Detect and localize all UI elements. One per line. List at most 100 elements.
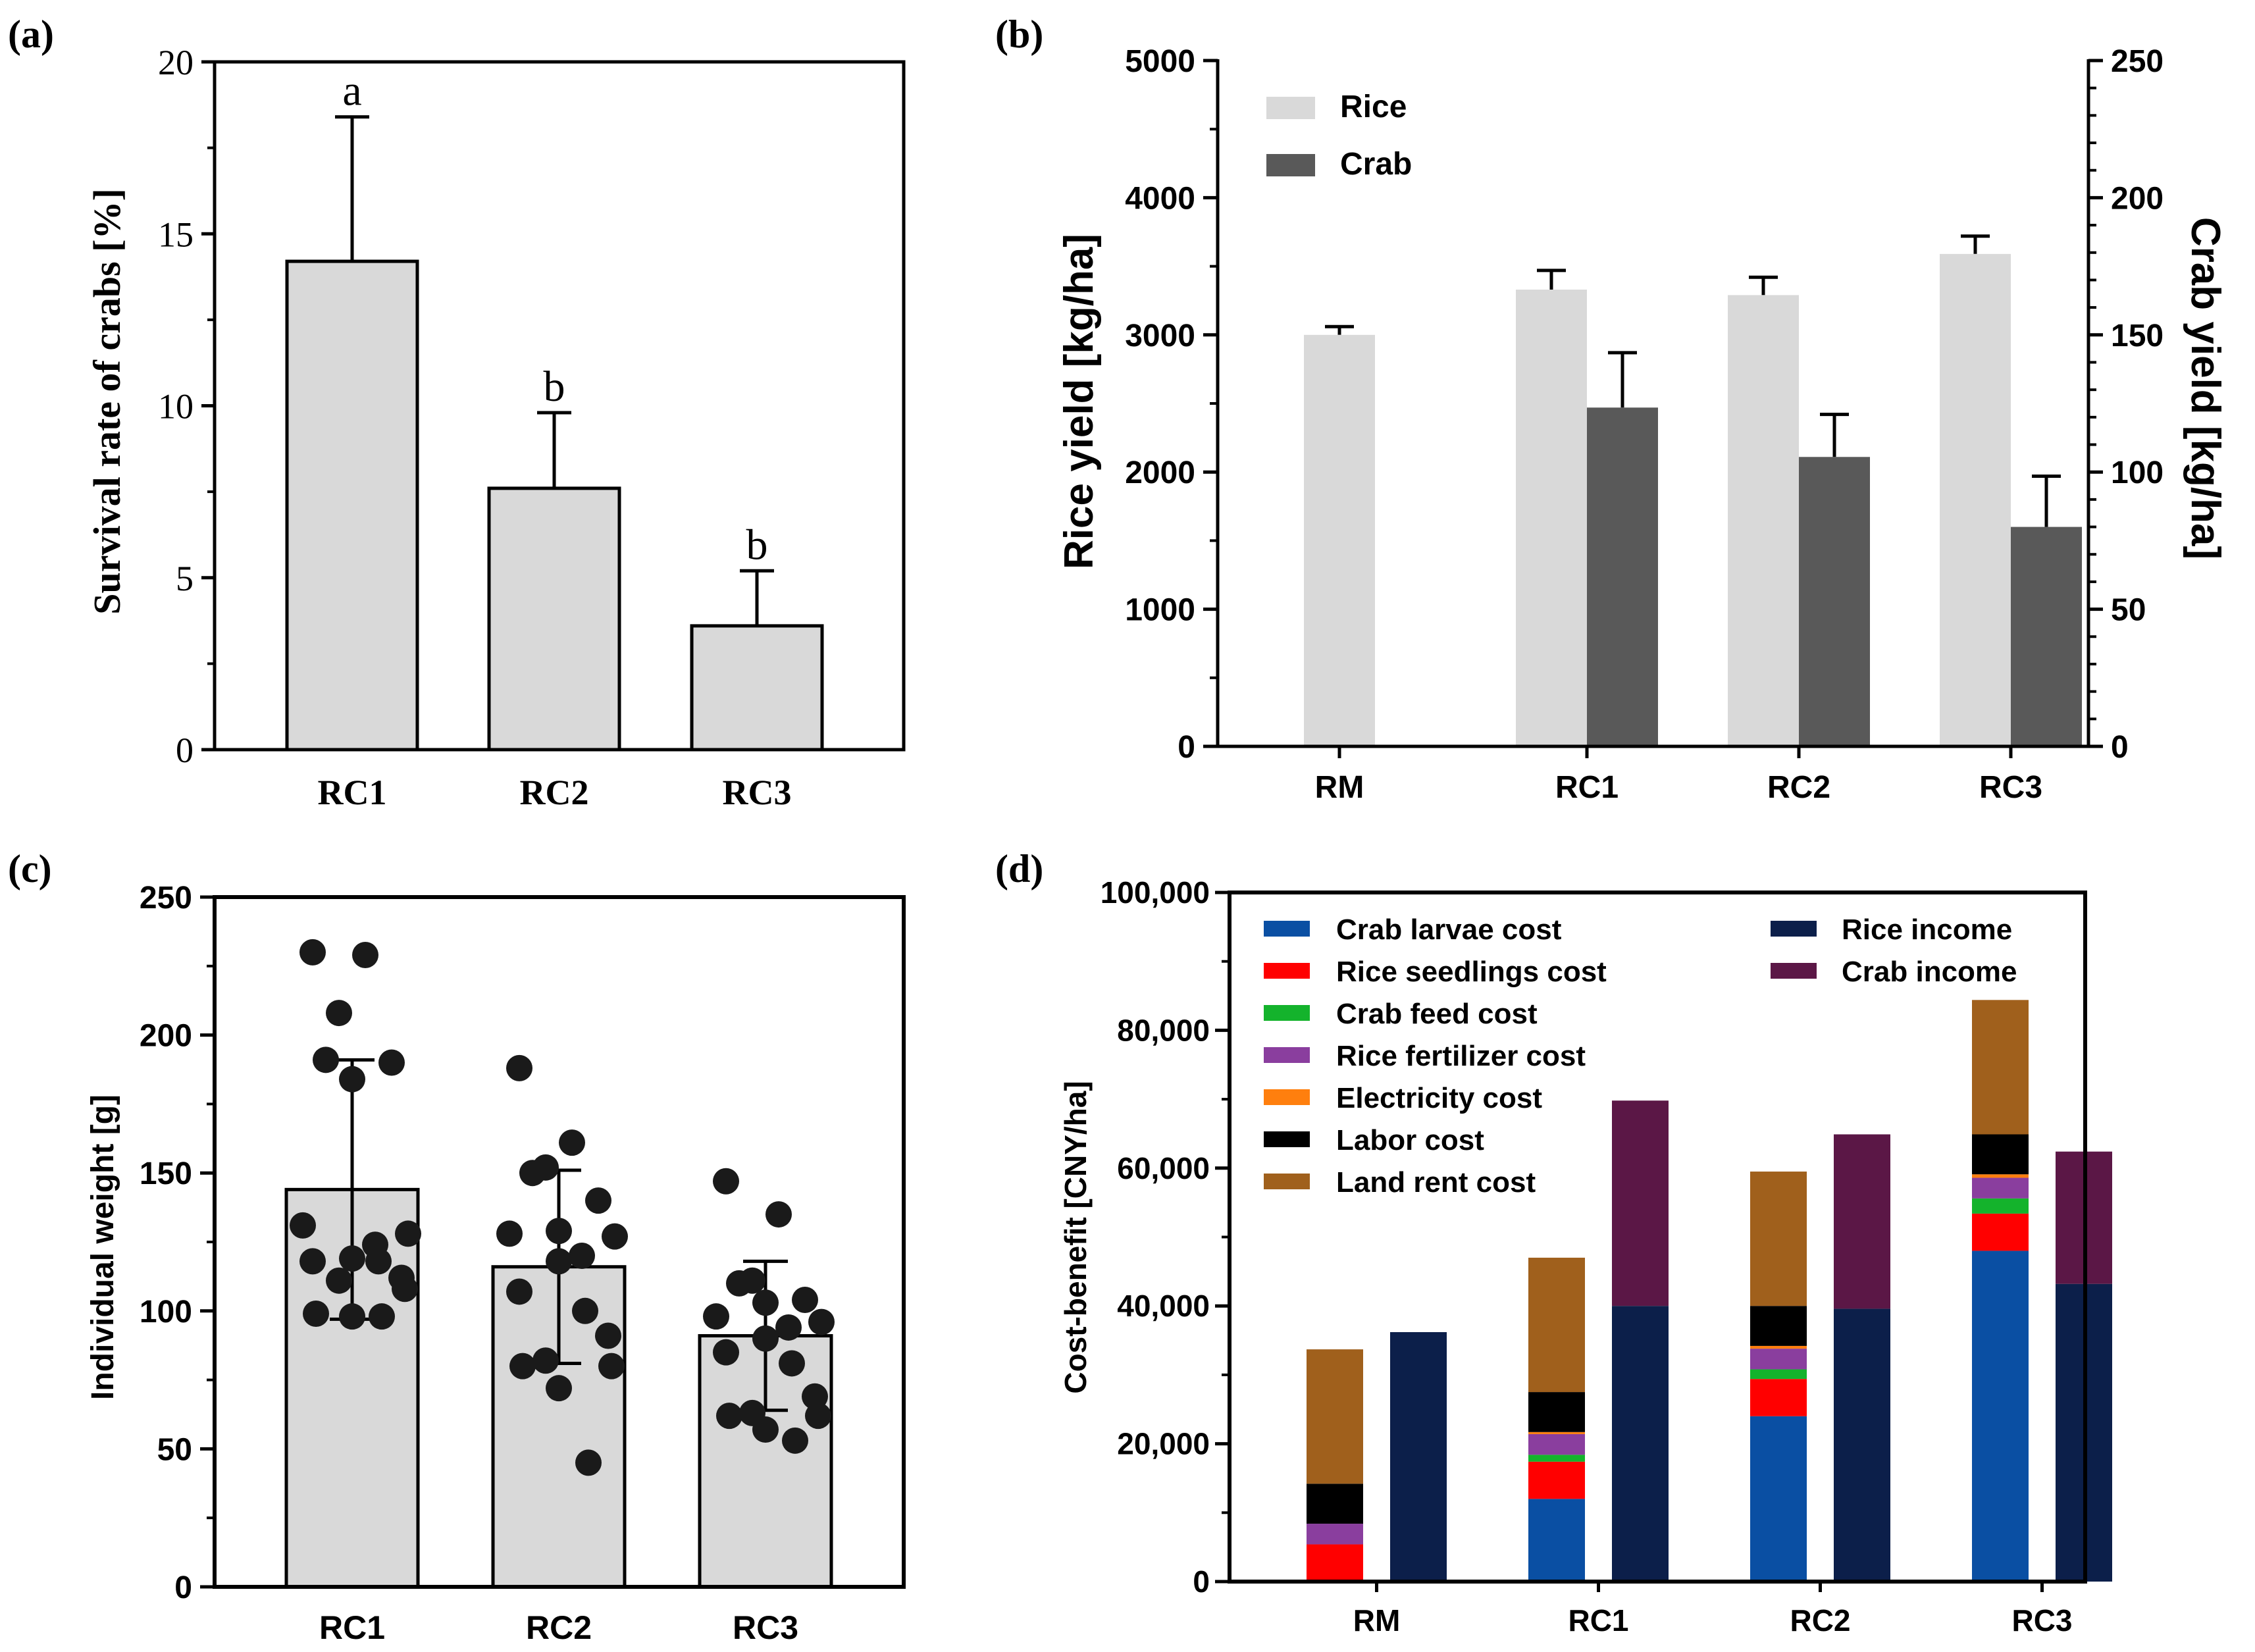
panel-c-y-axis-label: Individual weight [g] [86, 1095, 120, 1400]
panel-c-y-tick-label: 250 [140, 881, 192, 916]
panel-d-y-tick-label: 20,000 [1117, 1427, 1210, 1461]
panel-d-cost-segment-land-rent-cost-rc1 [1528, 1257, 1585, 1393]
panel-d-legend-label: Land rent cost [1336, 1166, 1536, 1199]
legend-swatch-rice [1266, 97, 1315, 119]
panel-c-data-point-rc2 [546, 1218, 572, 1245]
panel-d-cost-segment-rice-fertilizer-cost-rc1 [1528, 1433, 1585, 1455]
panel-a-bar-rc3 [690, 624, 824, 752]
panel-b-y-tick-label: 5000 [1125, 44, 1195, 79]
panel-c-data-point-rc2 [598, 1353, 625, 1380]
panel-c-data-point-rc1 [339, 1245, 365, 1272]
panel-c-data-point-rc3 [765, 1201, 792, 1228]
panel-d-cost-segment-crab-feed-cost-rc2 [1750, 1369, 1807, 1380]
panel-b-axes: RM RC1 RC2 RC3 0 1000 2000 3000 4000 5000 0 50 100 15… [1125, 44, 2164, 805]
panel-d-y-tick-label: 80,000 [1117, 1013, 1210, 1047]
panel-d-x-tick-label: RC1 [1568, 1603, 1628, 1638]
panel-c-data-point-rc3 [782, 1427, 808, 1454]
panel-c-y-tick-label: 0 [174, 1570, 192, 1605]
panel-d-legend-label: Electricity cost [1336, 1082, 1542, 1114]
panel-b-y2-axis-label: Crab yield [kg/ha] [2183, 217, 2228, 559]
panel-d-legend-label: Rice seedlings cost [1336, 956, 1607, 988]
panel-b-y-tick-label: 2000 [1125, 455, 1195, 490]
panel-b-x-tick-label: RM [1315, 770, 1364, 805]
panel-c-data-point-rc2 [559, 1129, 585, 1156]
panel-c-data-point-rc3 [775, 1314, 802, 1341]
panel-d-legend-label: Crab larvae cost [1336, 914, 1562, 946]
panel-d-cost-segment-rice-seedlings-cost-rc1 [1528, 1461, 1585, 1499]
panel-d-income-segment-crab-income-rc2 [1834, 1134, 1890, 1309]
panel-d-cost-benefit-chart: (d) RM RC1 RC2 RC3 0 20,000 40,000 60,000 80,000… [995, 847, 2112, 1638]
panel-d-legend-swatch [1264, 1131, 1310, 1147]
panel-b-rice-bar-rc3 [1940, 253, 2011, 746]
panel-d-cost-segment-land-rent-cost-rc3 [1972, 1000, 2029, 1135]
panel-a-survival-chart: (a) a b b RC1 RC2 RC3 0 5 10 15 20 Survival rate … [8, 13, 906, 812]
panel-c-data-point-rc3 [752, 1325, 779, 1352]
panel-c-data-point-rc1 [369, 1303, 395, 1330]
panel-a-x-tick-label: RC2 [520, 773, 589, 812]
panel-d-axes: RM RC1 RC2 RC3 0 20,000 40,000 60,000 80,000 100,… [1101, 875, 2073, 1638]
panel-a-y-tick-label: 15 [158, 215, 194, 254]
panel-c-data-point-rc3 [805, 1403, 831, 1430]
panel-c-data-point-rc1 [365, 1248, 392, 1275]
panel-d-income-segment-rice-income-rc2 [1834, 1308, 1890, 1582]
panel-d-income-segment-rice-income-rm [1390, 1331, 1447, 1582]
panel-b-crab-bar-rc2 [1799, 457, 1870, 746]
panel-c-data-point-rc1 [339, 1066, 365, 1093]
panel-d-y-tick-label: 0 [1193, 1564, 1210, 1599]
panel-b-rice-bar-rc2 [1728, 295, 1799, 746]
panel-d-legend-label: Labor cost [1336, 1124, 1484, 1156]
panel-c-data-point-rc1 [352, 942, 378, 969]
panel-d-x-tick-label: RC3 [2011, 1603, 2072, 1638]
panel-c-x-tick-label: RC1 [319, 1609, 385, 1646]
panel-b-crab-bar-rc3 [2011, 527, 2082, 746]
panel-c-weight-chart: (c) RC1 RC2 RC3 0 50 100 150 200 250 Individual … [8, 847, 906, 1646]
panel-a-y-tick-label: 0 [176, 731, 194, 770]
panel-d-y-tick-label: 40,000 [1117, 1289, 1210, 1323]
panel-c-data-point-rc2 [546, 1248, 572, 1275]
panel-c-data-point-rc2 [546, 1375, 572, 1402]
panel-b-yield-chart: (b) RM RC1 RC2 RC3 0 1000 2000 3000 4000 5000 0 50 1… [995, 13, 2228, 805]
panel-d-legend-swatch [1264, 1005, 1310, 1021]
panel-c-axes: RC1 RC2 RC3 0 50 100 150 200 250 [140, 881, 798, 1646]
panel-a-bars: a b b [285, 67, 824, 752]
panel-d-cost-segment-crab-feed-cost-rc1 [1528, 1455, 1585, 1462]
legend-label-rice: Rice [1340, 90, 1407, 124]
panel-d-income-segment-rice-income-rc1 [1612, 1306, 1669, 1582]
panel-a-bar-rc1 [285, 259, 419, 752]
panel-d-legend-swatch [1264, 1174, 1310, 1189]
panel-d-legend-swatch [1264, 1089, 1310, 1105]
panel-d-legend-swatch [1771, 921, 1817, 937]
panel-b-x-tick-label: RC2 [1767, 770, 1830, 805]
panel-d-legend-label: Rice fertilizer cost [1336, 1040, 1586, 1072]
panel-a-y-tick-label: 10 [158, 387, 194, 426]
panel-c-data-point-rc2 [572, 1297, 598, 1324]
panel-d-legend: Crab larvae cost Rice seedlings cost Crab … [1264, 914, 2017, 1199]
panel-d-cost-segment-rice-fertilizer-cost-rm [1307, 1524, 1363, 1545]
panel-d-legend-swatch [1264, 963, 1310, 979]
panel-b-y-tick-label: 1000 [1125, 593, 1195, 628]
panel-c-data-point-rc1 [303, 1300, 329, 1327]
panel-b-y-tick-label: 3000 [1125, 319, 1195, 353]
panel-c-data-point-rc1 [395, 1220, 421, 1247]
panel-d-y-tick-label: 60,000 [1117, 1151, 1210, 1185]
panel-a-y-tick-label: 20 [158, 43, 194, 82]
panel-d-legend-label: Crab feed cost [1336, 998, 1538, 1030]
panel-b-crab-bar-rc1 [1587, 407, 1658, 746]
panel-d-cost-segment-labor-cost-rc1 [1528, 1392, 1585, 1432]
panel-d-x-tick-label: RM [1353, 1603, 1401, 1638]
panel-d-cost-segment-rice-seedlings-cost-rc3 [1972, 1213, 2029, 1251]
panel-c-x-tick-label: RC3 [733, 1609, 798, 1646]
panel-d-legend-swatch [1264, 1047, 1310, 1063]
panel-d-cost-segment-crab-larvae-cost-rc3 [1972, 1251, 2029, 1582]
panel-c-data-point-rc3 [779, 1350, 805, 1377]
panel-d-y-tick-label: 100,000 [1101, 875, 1210, 910]
panel-a-label: (a) [8, 13, 54, 56]
panel-a-significance-letter: b [746, 521, 768, 569]
panel-b-rice-bar-rm [1304, 334, 1375, 746]
panel-b-y-axis-label: Rice yield [kg/ha] [1056, 234, 1102, 569]
panel-d-x-tick-label: RC2 [1790, 1603, 1850, 1638]
panel-d-cost-segment-rice-seedlings-cost-rm [1307, 1544, 1363, 1582]
panel-c-data-point-rc3 [716, 1403, 742, 1430]
panel-c-data-point-rc3 [726, 1270, 752, 1297]
